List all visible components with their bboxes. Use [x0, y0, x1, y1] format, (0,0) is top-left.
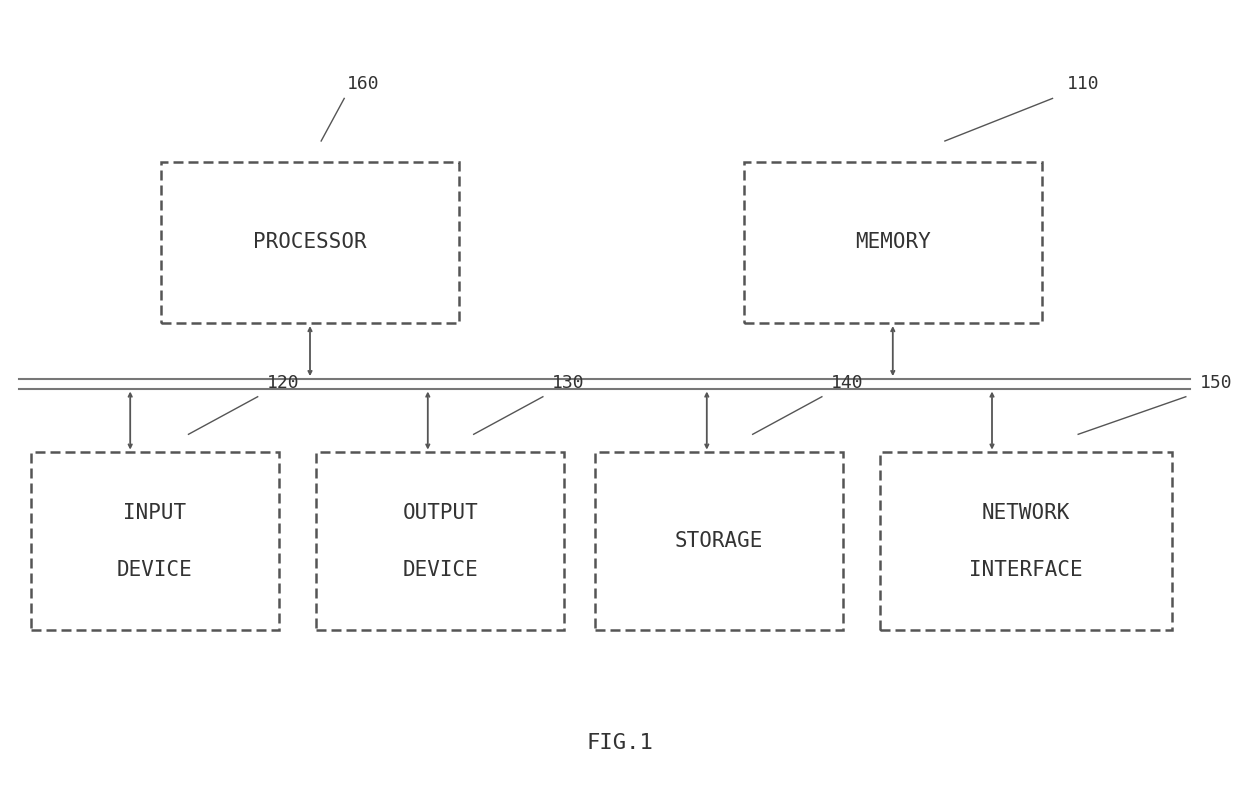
Bar: [880, 452, 1172, 630]
Text: 110: 110: [1066, 75, 1099, 93]
Text: DEVICE: DEVICE: [117, 560, 193, 579]
Text: NETWORK: NETWORK: [982, 503, 1070, 523]
Bar: [161, 162, 459, 323]
Bar: [316, 452, 564, 630]
Text: DEVICE: DEVICE: [402, 560, 479, 579]
Bar: [744, 162, 1042, 323]
Text: 120: 120: [267, 374, 299, 392]
Text: 160: 160: [347, 75, 379, 93]
Text: FIG.1: FIG.1: [587, 734, 653, 753]
Text: INPUT: INPUT: [124, 503, 186, 523]
Text: MEMORY: MEMORY: [854, 233, 931, 252]
Text: 130: 130: [552, 374, 584, 392]
Text: INTERFACE: INTERFACE: [970, 560, 1083, 579]
Text: PROCESSOR: PROCESSOR: [253, 233, 367, 252]
Text: 140: 140: [831, 374, 863, 392]
Bar: [595, 452, 843, 630]
Text: OUTPUT: OUTPUT: [402, 503, 479, 523]
Text: STORAGE: STORAGE: [675, 532, 764, 551]
Bar: [31, 452, 279, 630]
Text: 150: 150: [1199, 374, 1233, 392]
